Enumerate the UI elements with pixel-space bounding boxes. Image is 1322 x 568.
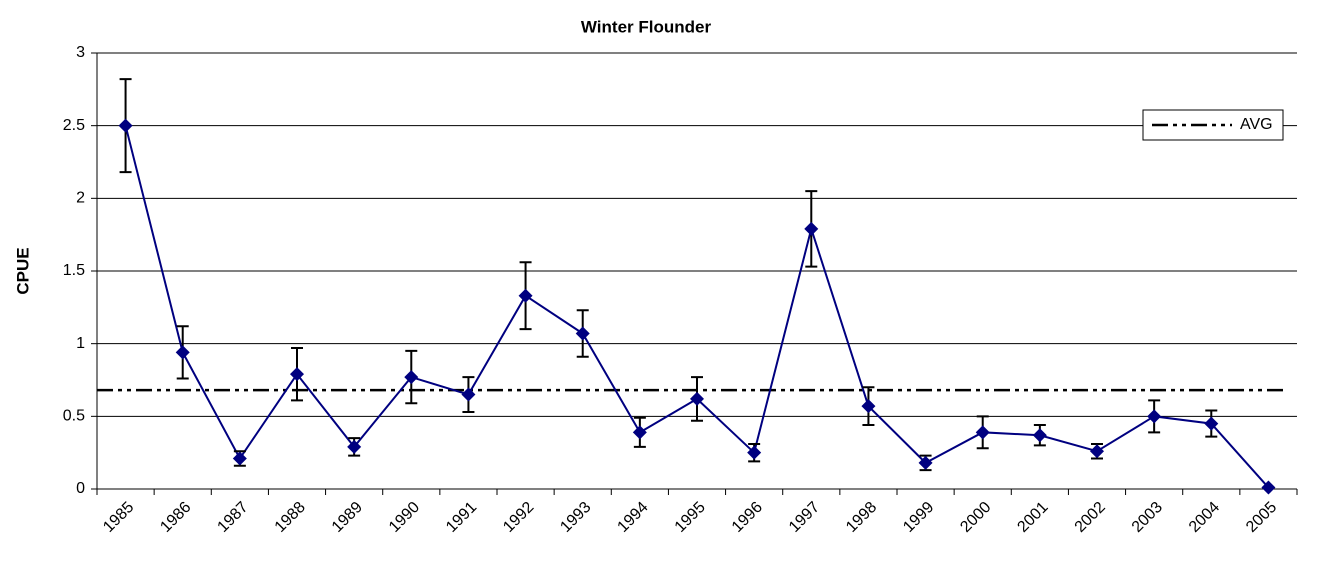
x-tick-label: 2002 [1072, 499, 1109, 536]
data-point [347, 439, 362, 454]
x-tick-label: 2001 [1014, 499, 1051, 536]
data-point [461, 387, 476, 402]
data-point [1090, 444, 1104, 459]
x-tick-label: 1987 [214, 499, 251, 536]
x-tick-label: 2004 [1186, 499, 1223, 536]
y-tick-label: 0 [76, 480, 85, 497]
legend-label: AVG [1240, 116, 1273, 133]
data-point [1204, 416, 1219, 431]
y-tick-label: 0.5 [63, 408, 85, 425]
x-tick-label: 1996 [729, 499, 766, 536]
y-tick-label: 2.5 [63, 117, 85, 134]
x-tick-label: 2000 [957, 499, 994, 536]
data-point [861, 399, 876, 414]
x-tick-label: 1988 [272, 499, 309, 536]
data-point [575, 326, 590, 341]
data-point [632, 425, 647, 440]
x-tick-label: 2005 [1243, 499, 1280, 536]
data-point [404, 370, 419, 385]
x-tick-label: 1991 [443, 499, 480, 536]
data-point [1032, 428, 1047, 443]
data-point [118, 118, 133, 133]
x-tick-label: 1992 [500, 499, 537, 536]
data-point [232, 451, 247, 466]
data-point [1147, 409, 1162, 424]
data-point [290, 367, 304, 382]
x-tick-label: 1997 [786, 499, 823, 536]
y-axis-label: CPUE [13, 247, 32, 294]
data-point [518, 288, 533, 303]
x-tick-label: 1990 [386, 499, 423, 536]
data-line [124, 125, 1270, 489]
y-tick-label: 2 [76, 190, 85, 207]
x-tick-label: 1995 [672, 499, 709, 536]
data-point [1261, 480, 1276, 495]
x-tick-label: 1985 [100, 499, 137, 536]
x-tick-label: 2003 [1129, 499, 1166, 536]
x-tick-label: 1986 [157, 499, 194, 536]
data-point [175, 345, 190, 360]
x-tick-label: 1993 [557, 499, 594, 536]
x-tick-label: 1999 [900, 499, 937, 536]
y-tick-label: 1.5 [63, 262, 85, 279]
data-point [804, 221, 819, 236]
y-tick-label: 3 [76, 44, 85, 61]
x-tick-label: 1998 [843, 499, 880, 536]
data-point [747, 445, 762, 460]
x-tick-label: 1994 [614, 499, 651, 536]
data-point [975, 425, 990, 440]
data-point [690, 391, 704, 406]
y-tick-label: 1 [76, 335, 85, 352]
chart-title: Winter Flounder [581, 17, 712, 36]
data-point [918, 455, 933, 470]
x-tick-label: 1989 [329, 499, 366, 536]
